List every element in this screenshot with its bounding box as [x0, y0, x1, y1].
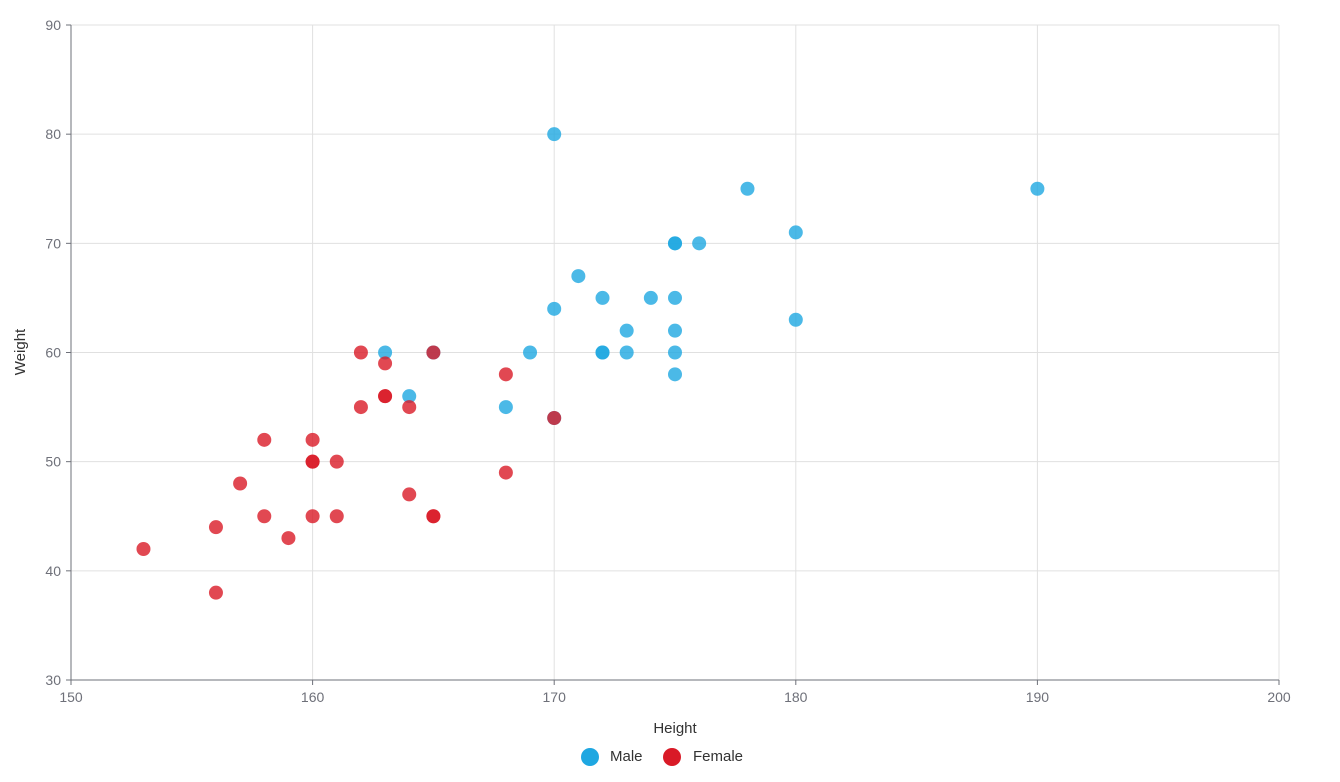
- male-data-point[interactable]: [547, 301, 562, 316]
- male-data-point[interactable]: [740, 181, 755, 196]
- legend-female-marker[interactable]: [663, 748, 681, 766]
- x-tick-label: 190: [1026, 689, 1050, 705]
- male-data-point[interactable]: [692, 236, 707, 251]
- y-tick-label: 50: [45, 454, 61, 470]
- series-male: [378, 127, 1045, 425]
- y-tick-label: 60: [45, 345, 61, 361]
- legend-male-label[interactable]: Male: [610, 748, 643, 765]
- male-data-point[interactable]: [378, 345, 393, 360]
- male-data-point[interactable]: [668, 345, 682, 360]
- y-axis-title: Weight: [12, 328, 29, 375]
- male-data-point[interactable]: [523, 345, 538, 360]
- female-data-point[interactable]: [426, 345, 441, 360]
- x-tick-label: 200: [1267, 689, 1291, 705]
- legend-male-marker[interactable]: [581, 748, 599, 766]
- male-data-point[interactable]: [619, 323, 634, 338]
- male-data-point[interactable]: [668, 323, 682, 338]
- female-data-point[interactable]: [329, 509, 344, 524]
- male-data-point[interactable]: [547, 127, 562, 142]
- female-data-point[interactable]: [305, 509, 320, 524]
- female-data-point[interactable]: [498, 367, 513, 382]
- tick-labels: 150 160 170 180 190 200 30 40 50 60 70 80 90: [45, 17, 1290, 705]
- male-data-point[interactable]: [643, 290, 658, 305]
- male-data-point[interactable]: [402, 389, 417, 404]
- male-data-point[interactable]: [668, 290, 682, 305]
- male-data-point[interactable]: [619, 345, 634, 360]
- female-data-point[interactable]: [378, 389, 393, 404]
- female-data-point[interactable]: [402, 487, 417, 502]
- data-points: [136, 127, 1045, 600]
- female-data-point[interactable]: [329, 454, 344, 469]
- female-data-point[interactable]: [402, 400, 417, 415]
- male-data-point[interactable]: [1030, 181, 1045, 196]
- male-data-point[interactable]: [788, 312, 803, 327]
- female-data-point[interactable]: [353, 345, 368, 360]
- x-tick-label: 170: [543, 689, 567, 705]
- y-tick-label: 30: [45, 672, 61, 688]
- male-data-point[interactable]: [595, 290, 610, 305]
- female-data-point[interactable]: [281, 531, 296, 546]
- male-data-point[interactable]: [668, 367, 682, 382]
- female-data-point[interactable]: [208, 585, 223, 600]
- female-data-point[interactable]: [257, 509, 272, 524]
- series-female: [136, 345, 562, 600]
- x-tick-label: 160: [301, 689, 325, 705]
- female-data-point[interactable]: [208, 520, 223, 535]
- female-data-point[interactable]: [498, 465, 513, 480]
- female-data-point[interactable]: [233, 476, 248, 491]
- female-data-point[interactable]: [136, 542, 151, 556]
- female-data-point[interactable]: [305, 432, 320, 447]
- female-data-point[interactable]: [378, 356, 393, 371]
- male-data-point[interactable]: [595, 345, 610, 360]
- male-data-point[interactable]: [571, 269, 586, 284]
- legend-female-label[interactable]: Female: [693, 748, 743, 765]
- x-tick-label: 150: [59, 689, 83, 705]
- male-data-point[interactable]: [788, 225, 803, 240]
- male-data-point[interactable]: [498, 400, 513, 415]
- female-data-point[interactable]: [426, 509, 441, 524]
- legend: Male Female: [581, 748, 743, 766]
- x-axis-title: Height: [653, 720, 697, 737]
- male-data-point[interactable]: [668, 236, 682, 251]
- y-tick-label: 40: [45, 563, 61, 579]
- y-tick-label: 80: [45, 126, 61, 142]
- x-tick-label: 180: [784, 689, 808, 705]
- female-data-point[interactable]: [257, 432, 272, 447]
- female-data-point[interactable]: [305, 454, 320, 469]
- y-tick-label: 90: [45, 17, 61, 33]
- y-tick-label: 70: [45, 235, 61, 251]
- female-data-point[interactable]: [547, 411, 562, 425]
- female-data-point[interactable]: [353, 400, 368, 415]
